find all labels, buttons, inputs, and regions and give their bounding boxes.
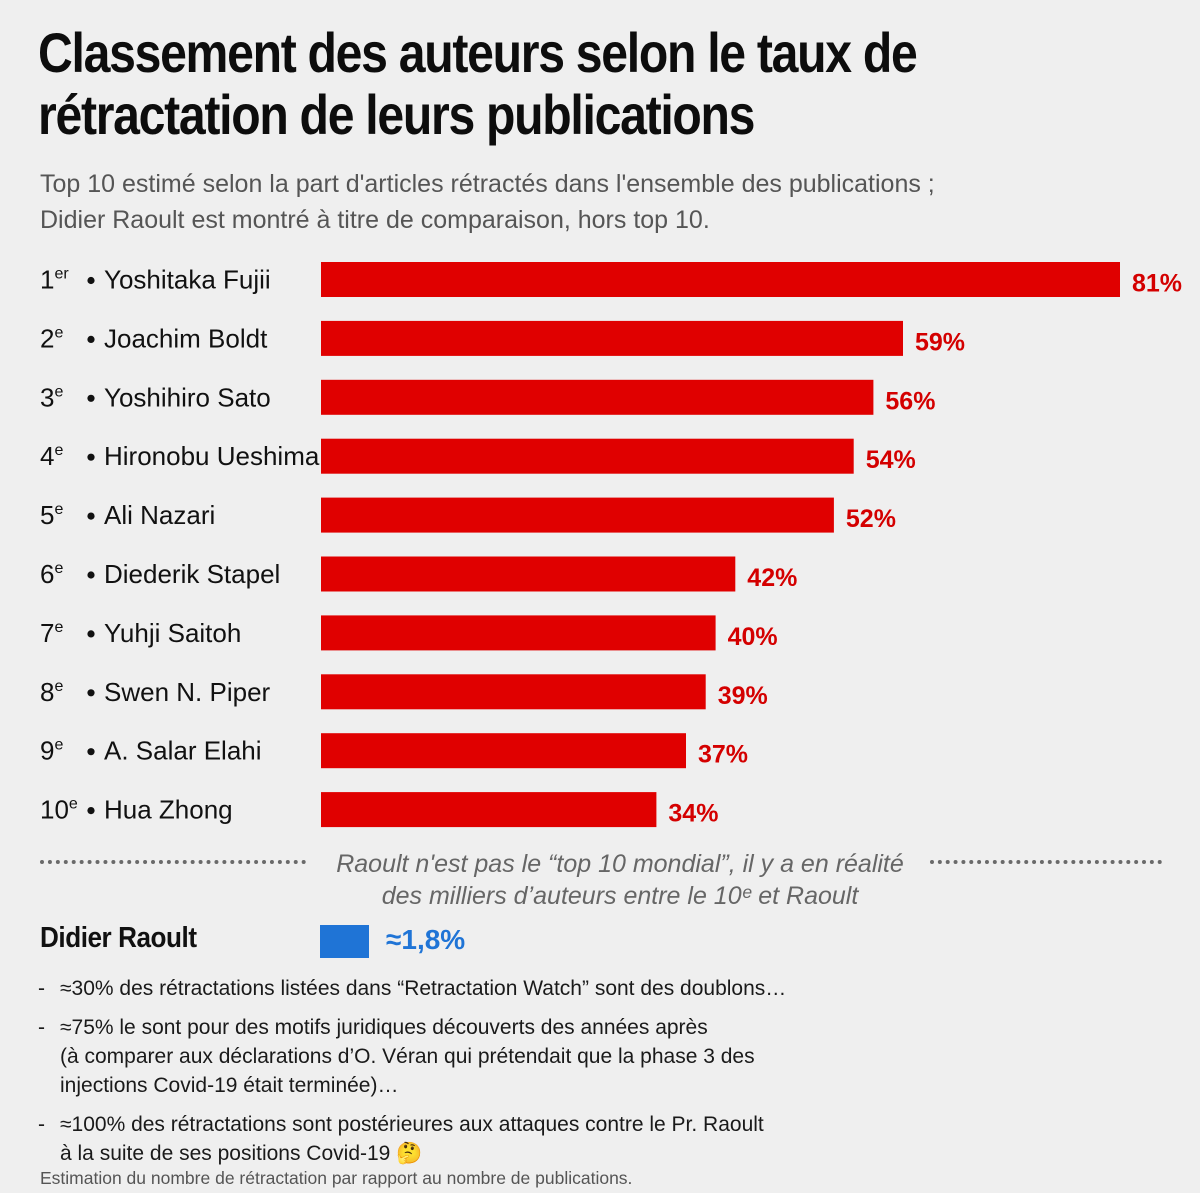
author-name: Joachim Boldt (104, 323, 268, 353)
rank-label: 9e (40, 736, 63, 766)
bar (321, 733, 686, 769)
rank-label: 4e (40, 441, 63, 471)
bar (321, 792, 657, 828)
bar (321, 379, 874, 415)
raoult-value-label: ≈1,8% (386, 924, 466, 955)
footnote: Estimation du nombre de rétractation par… (40, 1168, 633, 1188)
subtitle: Top 10 estimé selon la part d'articles r… (40, 166, 1160, 238)
author-name: Swen N. Piper (104, 677, 271, 707)
note-item: - ≈30% des rétractations listées dans “R… (38, 974, 1178, 1003)
title-line-2: rétractation de leurs publications (38, 83, 755, 146)
rank-label: 8e (40, 677, 63, 707)
rank-label: 2e (40, 323, 63, 353)
note-dash: - (38, 1113, 45, 1136)
rank-label: 7e (40, 618, 63, 648)
note-line: (à comparer aux déclarations d’O. Véran … (60, 1045, 755, 1068)
note-line: injections Covid-19 était terminée)… (60, 1074, 399, 1097)
note-item: - ≈75% le sont pour des motifs juridique… (38, 1013, 1178, 1100)
value-label: 56% (885, 387, 935, 415)
bullet-dot (87, 748, 95, 756)
bullet-dot (87, 394, 95, 402)
bar (321, 497, 834, 533)
page-title: Classement des auteurs selon le taux de … (38, 22, 1018, 146)
notes-list: - ≈30% des rétractations listées dans “R… (38, 974, 1178, 1178)
note-dash: - (38, 977, 45, 1000)
raoult-bar (320, 925, 369, 958)
bullet-dot (87, 630, 95, 638)
rank-label: 6e (40, 559, 63, 589)
bullet-dot (87, 335, 95, 343)
author-name: Hua Zhong (104, 795, 233, 825)
value-label: 59% (915, 328, 965, 356)
value-label: 81% (1132, 270, 1182, 298)
bullet-dot (87, 571, 95, 579)
bar (321, 320, 903, 356)
author-name: Yuhji Saitoh (104, 618, 241, 648)
bar-chart: 1er Yoshitaka Fujii 81% 2e Joachim Boldt 59% 3… (40, 262, 1182, 828)
bullet-dot (87, 276, 95, 285)
rank-label: 5e (40, 500, 63, 530)
note-line: ≈75% le sont pour des motifs juridiques … (60, 1016, 708, 1039)
note-item: - ≈100% des rétractations sont postérieu… (38, 1110, 1178, 1168)
bar (321, 674, 706, 710)
note-dash: - (38, 1016, 45, 1039)
separator-dots-right (930, 860, 1162, 884)
bar (321, 438, 854, 474)
author-name: Diederik Stapel (104, 559, 280, 589)
note-line: ≈30% des rétractations listées dans “Ret… (60, 977, 787, 1000)
raoult-name: Didier Raoult (40, 922, 197, 954)
bullet-dot (87, 512, 95, 520)
subtitle-line-1: Top 10 estimé selon la part d'articles r… (40, 170, 935, 198)
separator-dots-left (40, 860, 306, 884)
bullet-dot (87, 689, 95, 697)
value-label: 52% (846, 505, 896, 533)
value-label: 34% (668, 800, 718, 828)
author-name: A. Salar Elahi (104, 736, 262, 766)
separator-note-line-2: des milliers d’auteurs entre le 10ᵉ et R… (381, 882, 859, 910)
bar (321, 262, 1120, 297)
title-line-1: Classement des auteurs selon le taux de (38, 21, 918, 84)
rank-label: 1er (40, 265, 69, 295)
separator-note-line-1: Raoult n'est pas le “top 10 mondial”, il… (336, 850, 904, 878)
author-name: Yoshitaka Fujii (104, 265, 271, 295)
bar (321, 615, 716, 651)
value-label: 54% (866, 446, 916, 474)
note-line: ≈100% des rétractations sont postérieure… (60, 1113, 764, 1136)
bullet-dot (87, 807, 95, 815)
value-label: 42% (747, 564, 797, 592)
rank-label: 10e (40, 795, 78, 825)
rank-label: 3e (40, 382, 63, 412)
bullet-dot (87, 453, 95, 461)
value-label: 39% (718, 682, 768, 710)
bar (321, 556, 736, 592)
note-line: à la suite de ses positions Covid-19 🤔 (60, 1142, 423, 1165)
author-name: Yoshihiro Sato (104, 382, 271, 412)
separator-note: Raoult n'est pas le “top 10 mondial”, il… (300, 848, 940, 912)
subtitle-line-2: Didier Raoult est montré à titre de comp… (40, 206, 710, 234)
value-label: 40% (728, 623, 778, 651)
author-name: Hironobu Ueshima (104, 441, 320, 471)
value-label: 37% (698, 741, 748, 769)
author-name: Ali Nazari (104, 500, 215, 530)
